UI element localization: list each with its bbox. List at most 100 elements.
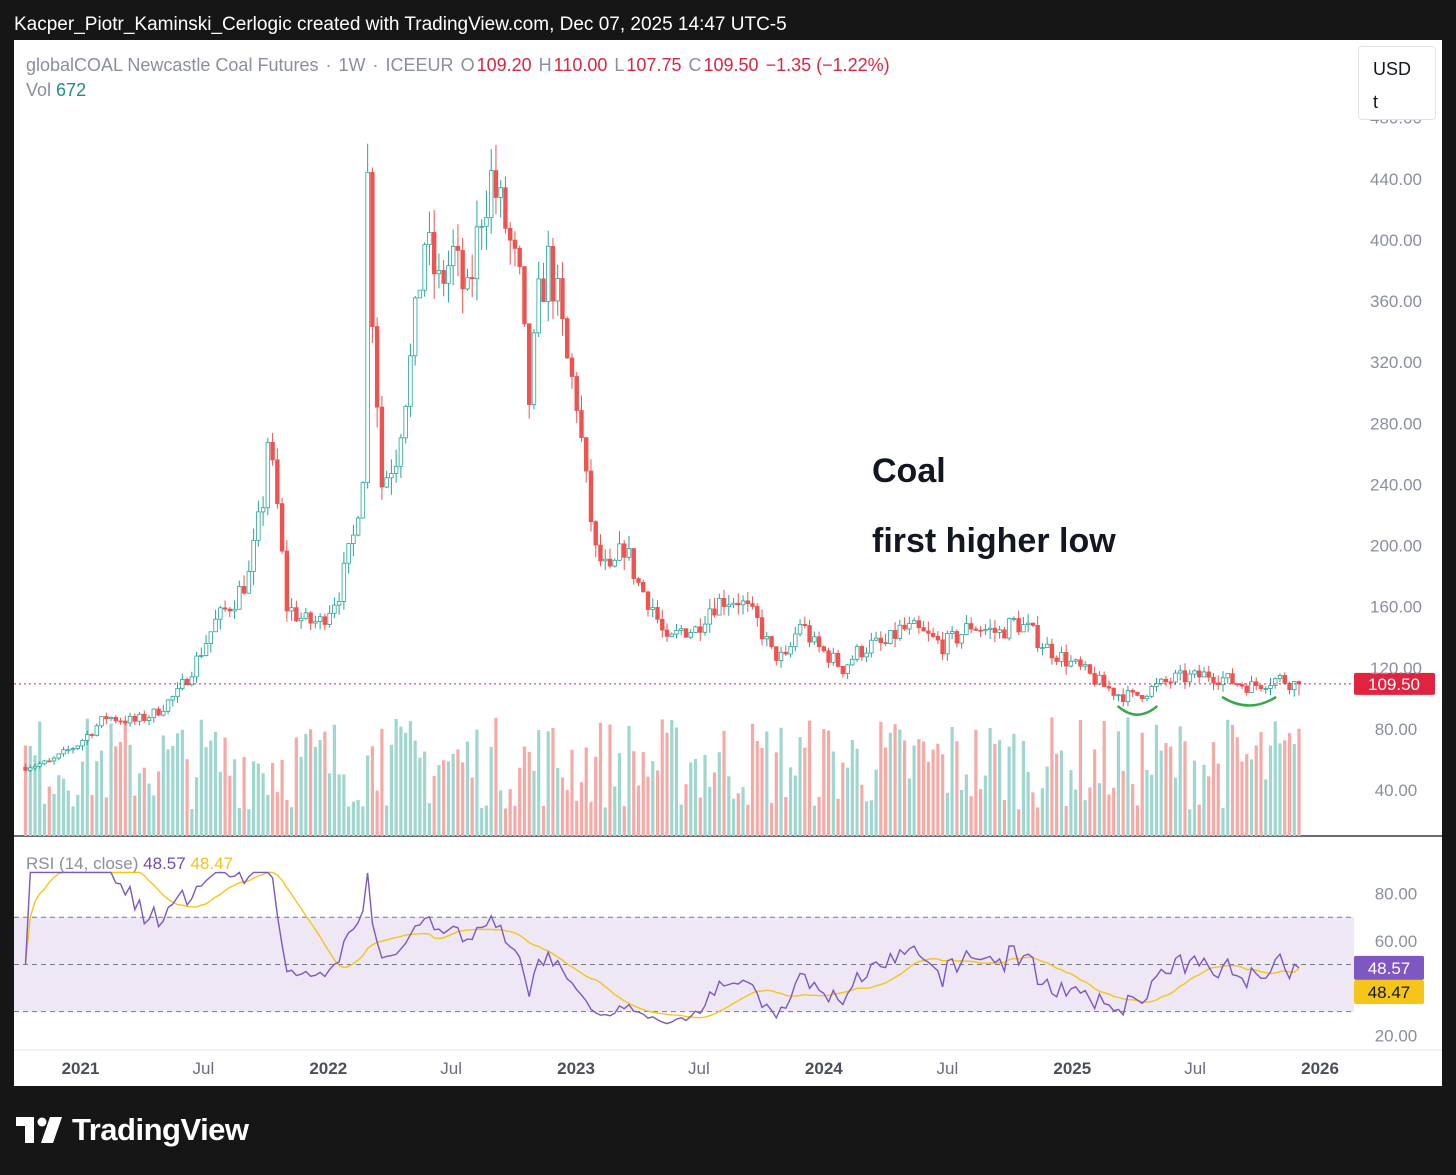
low-value: 107.75 xyxy=(626,55,682,75)
price-tick-label: 280.00 xyxy=(1370,414,1422,433)
candle-body xyxy=(1030,622,1036,626)
candle-body xyxy=(688,632,693,638)
candle-body xyxy=(574,376,579,411)
volume-bar xyxy=(983,775,987,836)
candle-body xyxy=(522,266,527,325)
volume-bar xyxy=(1050,717,1054,836)
volume-bar xyxy=(1097,783,1102,836)
price-tick-label: 200.00 xyxy=(1370,537,1422,556)
volume-bar xyxy=(1245,754,1249,836)
close-value: 109.50 xyxy=(703,55,759,75)
candle-body xyxy=(265,441,271,509)
candle-body xyxy=(365,172,370,484)
rsi-pane: 80.00 60.00 20.00 48.57 48.47 xyxy=(14,871,1424,1045)
candle-body xyxy=(1016,618,1021,633)
volume-bar xyxy=(237,807,241,836)
candle-body xyxy=(1078,659,1083,667)
volume-bar xyxy=(1297,728,1301,836)
last-price-tag xyxy=(1354,672,1435,695)
last-price-line: 109.50 xyxy=(14,672,1435,695)
volume-bar xyxy=(118,741,123,836)
candle-body xyxy=(351,534,356,544)
rsi-tick-label: 60.00 xyxy=(1375,932,1418,951)
volume-bar xyxy=(898,729,902,836)
candle-body xyxy=(127,715,133,724)
candle-body xyxy=(398,437,404,467)
volume-bar xyxy=(432,775,436,836)
annotation-subtitle[interactable]: first higher low xyxy=(872,522,1116,560)
currency-code: USD xyxy=(1373,59,1412,79)
volume-bar xyxy=(1164,743,1168,836)
volume-bar xyxy=(1074,789,1078,836)
chart-caption: Kacper_Piotr_Kaminski_Cerlogic created w… xyxy=(14,14,787,35)
volume-bar xyxy=(484,805,489,836)
tradingview-logo[interactable]: TradingView xyxy=(16,1112,249,1148)
volume-bar xyxy=(993,743,997,836)
candle-body xyxy=(641,581,646,593)
volume-bar xyxy=(413,740,417,836)
volume-bar xyxy=(503,808,508,836)
candle-body xyxy=(774,646,779,661)
candle-body xyxy=(137,713,142,722)
volume-bar xyxy=(380,728,384,836)
volume-bar xyxy=(480,808,484,836)
candle-body xyxy=(835,652,841,667)
candle-body xyxy=(1006,618,1012,639)
candle-body xyxy=(645,591,651,610)
volume-bar xyxy=(936,743,940,836)
volume-bar xyxy=(218,771,222,836)
candle-body xyxy=(997,629,1002,633)
annotation-title[interactable]: Coal xyxy=(872,452,946,490)
volume-bar xyxy=(1169,746,1173,836)
candle-body xyxy=(1120,694,1126,703)
volume-bar xyxy=(1259,731,1263,836)
candle-body xyxy=(968,623,974,630)
volume-bar xyxy=(71,806,75,836)
symbol-legend[interactable]: globalCOAL Newcastle Coal Futures · 1W ·… xyxy=(26,55,890,75)
last-price-tag-text: 109.50 xyxy=(1368,675,1420,694)
candle-body xyxy=(484,217,489,227)
volume-bar xyxy=(651,761,655,836)
candle-body xyxy=(294,607,299,622)
candle-body xyxy=(194,655,199,678)
candle-body xyxy=(28,767,33,771)
volume-bar xyxy=(945,792,949,836)
volume-bar xyxy=(442,760,446,836)
rsi-legend[interactable]: RSI (14, close) 48.57 48.47 xyxy=(26,854,233,874)
volume-bar xyxy=(275,792,279,836)
volume-bar xyxy=(584,747,588,836)
volume-bar xyxy=(1012,733,1016,836)
candle-body xyxy=(246,571,252,594)
tradingview-logo-icon xyxy=(16,1117,62,1143)
low-label: L xyxy=(614,55,625,75)
candle-body xyxy=(1168,681,1173,684)
candle-body xyxy=(170,696,176,701)
candle-body xyxy=(1154,683,1159,687)
volume-bar xyxy=(589,801,593,836)
symbol-interval: 1W xyxy=(338,55,366,75)
time-tick-label: 2024 xyxy=(805,1059,843,1078)
volume-label: Vol xyxy=(26,80,52,100)
candle-body xyxy=(1292,681,1297,691)
candle-body xyxy=(199,655,204,657)
volume-bar xyxy=(114,746,118,836)
volume-bar xyxy=(304,733,308,836)
volume-bar xyxy=(869,800,873,836)
currency-unit-selector[interactable]: USD t xyxy=(1358,46,1436,120)
candle-body xyxy=(1097,674,1102,685)
candle-body xyxy=(80,740,85,747)
volume-bar xyxy=(204,747,208,836)
volume-legend[interactable]: Vol 672 xyxy=(26,80,86,101)
candle-body xyxy=(1273,678,1278,686)
volume-bar xyxy=(708,786,712,836)
candle-body xyxy=(1063,652,1069,667)
candle-body xyxy=(1263,688,1268,690)
candle-body xyxy=(555,278,560,302)
candle-body xyxy=(37,763,42,767)
volume-bar xyxy=(271,762,275,836)
time-tick-label: Jul xyxy=(440,1059,462,1078)
candle-body xyxy=(617,543,622,561)
candle-body xyxy=(873,637,879,641)
